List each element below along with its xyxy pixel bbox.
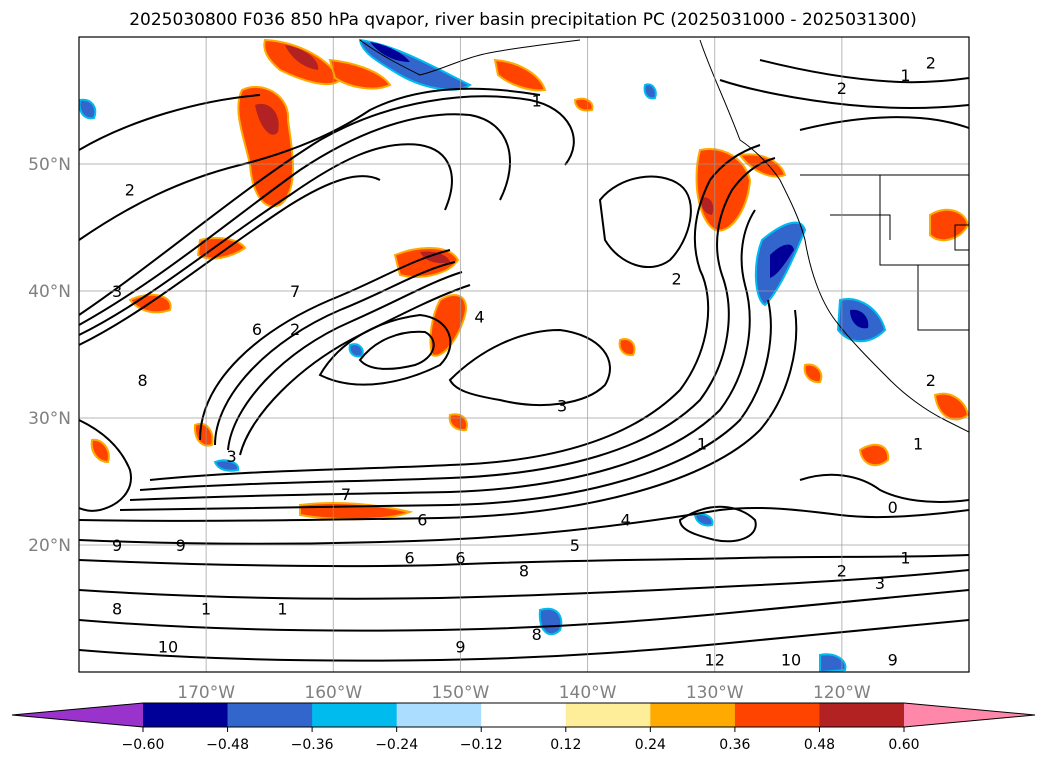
qvapor-contours	[79, 59, 969, 662]
contour-label: 6	[455, 549, 465, 568]
colorbar-under-extension	[12, 703, 143, 727]
contour-label: 3	[557, 396, 567, 415]
contour-label: 10	[158, 638, 178, 657]
contour-label: 3	[875, 574, 885, 593]
lat-tick-label: 20°N	[28, 536, 71, 556]
contour-label: 8	[519, 561, 529, 580]
map-frame	[78, 36, 970, 673]
colorbar-tick-label: −0.48	[206, 737, 249, 753]
contour-label: 10	[781, 650, 801, 669]
contour-label: 2	[926, 53, 936, 72]
colorbar-tick-label: −0.12	[460, 737, 503, 753]
lat-tick-label: 40°N	[28, 282, 71, 302]
contour-label: 8	[137, 371, 147, 390]
lon-tick-label: 170°W	[177, 683, 235, 703]
contour-label: 7	[341, 485, 351, 504]
lon-tick-label: 160°W	[304, 683, 362, 703]
contour-label: 6	[404, 549, 414, 568]
contour-label: 3	[226, 447, 236, 466]
colorbar-tick-label: −0.36	[291, 737, 334, 753]
contour-label: 3	[112, 282, 122, 301]
contour-label: 9	[112, 536, 122, 555]
colorbar: −0.60 −0.48 −0.36 −0.24 −0.12 0.12 0.24 0.36 0.4…	[11, 702, 1036, 753]
colorbar-tick-label: 0.12	[550, 737, 581, 753]
lon-tick-label: 150°W	[432, 683, 490, 703]
contour-label: 2	[125, 180, 135, 199]
contour-label: 8	[112, 600, 122, 619]
contour-label: 1	[900, 66, 910, 85]
colorbar-segment	[227, 703, 313, 727]
chart-title: 2025030800 F036 850 hPa qvapor, river ba…	[129, 10, 917, 30]
contour-label: 5	[570, 536, 580, 555]
contour-label: 1	[532, 92, 542, 111]
contour-label: 1	[201, 600, 211, 619]
colorbar-tick-label: −0.60	[122, 737, 165, 753]
latitude-axis: 20°N 30°N 40°N 50°N	[28, 155, 71, 556]
contour-label: 9	[888, 650, 898, 669]
lat-tick-label: 50°N	[28, 155, 71, 175]
contour-label: 1	[900, 549, 910, 568]
precip-shading	[79, 38, 969, 672]
colorbar-tick-label: 0.36	[719, 737, 750, 753]
colorbar-segment	[650, 703, 736, 727]
colorbar-segment	[819, 703, 905, 727]
lon-tick-label: 140°W	[559, 683, 617, 703]
contour-label: 1	[913, 434, 923, 453]
coastlines	[359, 39, 969, 433]
grid-lines	[79, 37, 969, 672]
contour-label: 12	[705, 650, 725, 669]
colorbar-tick-label: 0.48	[804, 737, 835, 753]
colorbar-segment	[143, 703, 229, 727]
lat-tick-label: 30°N	[28, 409, 71, 429]
contour-label: 2	[671, 269, 681, 288]
contour-label: 2	[926, 371, 936, 390]
contour-label: 2	[837, 79, 847, 98]
colorbar-segment	[312, 703, 398, 727]
lon-tick-label: 130°W	[686, 683, 744, 703]
contour-label: 6	[417, 511, 427, 530]
colorbar-tick-label: 0.24	[635, 737, 666, 753]
colorbar-over-extension	[904, 703, 1035, 727]
contour-label: 1	[697, 434, 707, 453]
contour-label: 1	[277, 600, 287, 619]
longitude-axis: 170°W 160°W 150°W 140°W 130°W 120°W	[177, 683, 871, 703]
map-background	[79, 37, 969, 672]
contour-label: 9	[455, 638, 465, 657]
lon-tick-label: 120°W	[813, 683, 871, 703]
colorbar-segment	[734, 703, 820, 727]
contour-label: 2	[837, 561, 847, 580]
colorbar-segment	[481, 703, 567, 727]
contour-label: 9	[176, 536, 186, 555]
colorbar-tick-label: −0.24	[375, 737, 418, 753]
colorbar-segment	[565, 703, 651, 727]
contour-label: 6	[252, 320, 262, 339]
contour-label: 4	[621, 511, 631, 530]
contour-label: 4	[474, 307, 484, 326]
contour-label: 2	[290, 320, 300, 339]
contour-label: 7	[290, 282, 300, 301]
contour-label: 0	[888, 498, 898, 517]
colorbar-segment	[396, 703, 482, 727]
contour-label: 8	[532, 625, 542, 644]
colorbar-tick-label: 0.60	[888, 737, 919, 753]
